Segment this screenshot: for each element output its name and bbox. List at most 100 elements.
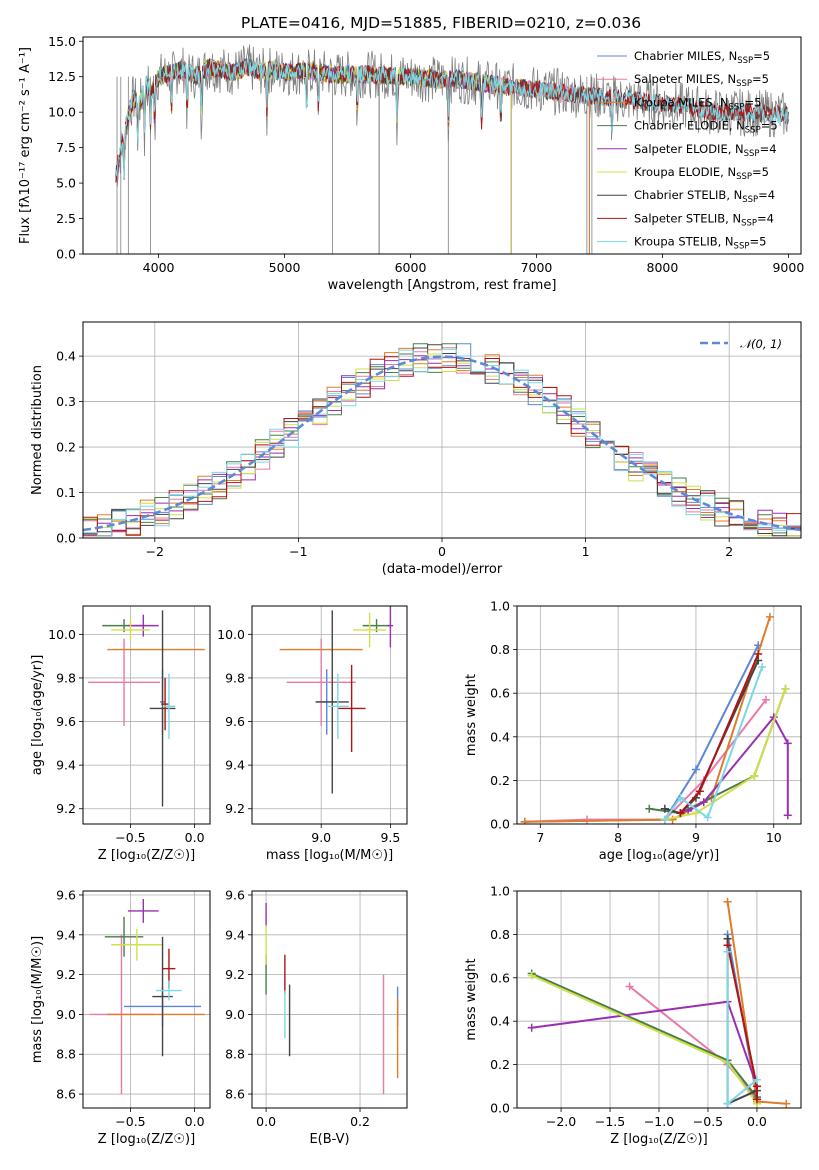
age-vs-Z-panel: −0.5 0.0 9.2 9.4 9.6 9.8 10.0 Z [log₁₀(Z/Z☉)] ag…	[30, 605, 211, 863]
y-tick-label: 0.2	[490, 773, 510, 788]
x-tick-label: 9.0	[311, 830, 331, 845]
x-tick-label: 0.0	[185, 830, 205, 845]
x-tick-label: 0.0	[185, 1114, 205, 1129]
y-tick-label: 0.4	[490, 729, 510, 744]
x-tick-label: 2	[725, 544, 733, 559]
y-tick-label: 12.5	[48, 69, 76, 84]
x-tick-label: 5000	[269, 260, 301, 275]
x-tick-label: −0.5	[115, 1114, 145, 1129]
y-tick-label: 0.8	[490, 927, 510, 942]
weight-vs-age-plot-area	[520, 612, 792, 824]
residual-histogram	[83, 353, 801, 537]
mass-weight-line	[524, 616, 771, 823]
x-tick-label: 9	[692, 830, 700, 845]
normal-curve	[83, 355, 801, 532]
x-tick-label: −2.0	[546, 1114, 576, 1129]
axes-frame	[251, 890, 408, 1109]
y-tick-label: 0.4	[56, 349, 76, 364]
y-tick-label: 10.0	[217, 627, 245, 642]
y-tick-label: 9.6	[225, 714, 245, 729]
mass-weight-line	[531, 1000, 758, 1100]
y-tick-label: 9.0	[225, 1007, 245, 1022]
axes-frame	[82, 890, 211, 1109]
x-tick-label: −2	[146, 544, 164, 559]
x-tick-label: 0.2	[350, 1114, 370, 1129]
x-tick-label: 6000	[395, 260, 427, 275]
y-tick-label: 0.1	[56, 485, 76, 500]
y-tick-label: 9.2	[56, 967, 76, 982]
y-tick-label: 10.0	[48, 105, 76, 120]
y-axis-label: mass [log₁₀(M/M☉)]	[30, 936, 45, 1063]
mass-weight-line	[628, 985, 758, 1100]
y-axis-label: mass weight	[464, 674, 479, 756]
mass-vs-ebv-panel: 0.0 0.2 8.6 8.8 9.0 9.2 9.4 9.6 E(B-V)	[225, 887, 408, 1147]
x-tick-label: −0.5	[115, 830, 145, 845]
x-axis-label: mass [log₁₀(M/M☉)]	[266, 848, 393, 863]
figure-title: PLATE=0416, MJD=51885, FIBERID=0210, z=0…	[241, 14, 641, 32]
residual-histogram	[83, 356, 801, 537]
y-tick-label: 9.6	[56, 887, 76, 902]
legend-label: Kroupa ELODIE, NSSP=5	[634, 165, 769, 182]
legend-label: Chabrier STELIB, NSSP=4	[634, 188, 775, 205]
x-axis-label: Z [log₁₀(Z/Z☉)]	[98, 1132, 195, 1147]
y-tick-label: 0.6	[490, 970, 510, 985]
spectrum-panel: 4000 5000 6000 7000 8000 9000 0.0 2.5 5.0 7.5 10.0…	[18, 34, 804, 293]
residuals-plot-area	[83, 343, 801, 537]
y-tick-label: 15.0	[48, 34, 76, 49]
x-tick-label: 0	[438, 544, 446, 559]
y-tick-label: 0.3	[56, 394, 76, 409]
y-tick-label: 9.4	[56, 927, 76, 942]
x-tick-label: −0.5	[693, 1114, 723, 1129]
age-vs-mass-plot-area	[279, 606, 394, 794]
y-tick-label: 9.8	[56, 670, 76, 685]
y-tick-label: 1.0	[490, 599, 510, 614]
mass-weight-line	[663, 666, 764, 821]
axes-frame	[82, 36, 802, 255]
y-tick-label: 7.5	[56, 140, 76, 155]
y-tick-label: 9.6	[225, 887, 245, 902]
y-tick-label: 9.2	[56, 801, 76, 816]
x-tick-label: 9.5	[380, 830, 400, 845]
x-axis-label: Z [log₁₀(Z/Z☉)]	[98, 848, 195, 863]
x-tick-label: −1.5	[595, 1114, 625, 1129]
x-axis-label: E(B-V)	[309, 1132, 349, 1147]
y-tick-label: 9.6	[56, 714, 76, 729]
y-tick-label: 9.4	[56, 758, 76, 773]
y-tick-label: 8.6	[56, 1087, 76, 1102]
axes-frame	[516, 605, 802, 825]
legend-label: Salpeter STELIB, NSSP=4	[634, 211, 774, 228]
x-tick-label: 0.0	[747, 1114, 767, 1129]
residuals-panel: −2 −1 0 1 2 0.0 0.1 0.2 0.3 0.4 (data-model)/error…	[30, 321, 802, 577]
x-tick-label: −1.0	[644, 1114, 674, 1129]
age-vs-mass-panel: 9.0 9.5 9.2 9.4 9.6 9.8 10.0 mass [log₁₀(M/M☉)]	[217, 605, 408, 863]
mass-vs-Z-panel: −0.5 0.0 8.6 8.8 9.0 9.2 9.4 9.6 Z [log₁₀(Z/Z☉)]…	[30, 887, 211, 1147]
mass-weight-line	[531, 972, 758, 1098]
y-tick-label: 0.0	[490, 1101, 510, 1116]
y-tick-label: 0.2	[56, 440, 76, 455]
weight-vs-Z-panel: −2.0 −1.5 −1.0 −0.5 0.0 0.0 0.2 0.4 0.6 0.8 1.0 Z […	[464, 884, 802, 1147]
y-tick-label: 0.6	[490, 686, 510, 701]
legend-label: Chabrier MILES, NSSP=5	[634, 49, 770, 66]
weight-vs-Z-plot-area	[527, 897, 791, 1108]
legend-label: Chabrier ELODIE, NSSP=5	[634, 119, 778, 136]
legend-label: Kroupa MILES, NSSP=5	[634, 95, 761, 112]
x-tick-label: 9000	[772, 260, 804, 275]
x-axis-label: Z [log₁₀(Z/Z☉)]	[610, 1132, 707, 1147]
x-tick-label: 8000	[647, 260, 679, 275]
y-tick-label: 10.0	[48, 627, 76, 642]
mass-weight-line	[679, 653, 760, 814]
y-tick-label: 9.4	[225, 758, 245, 773]
x-tick-label: 7000	[521, 260, 553, 275]
legend-label: Salpeter ELODIE, NSSP=4	[634, 142, 777, 159]
x-tick-label: 1	[582, 544, 590, 559]
y-axis-label: age [log₁₀(age/yr)]	[30, 655, 45, 776]
axes-frame	[516, 890, 802, 1109]
y-tick-label: 9.0	[56, 1007, 76, 1022]
x-tick-label: 4000	[143, 260, 175, 275]
y-tick-label: 9.2	[225, 967, 245, 982]
y-tick-label: 0.8	[490, 642, 510, 657]
y-tick-label: 8.8	[225, 1047, 245, 1062]
x-tick-label: −1	[289, 544, 307, 559]
x-axis-label: wavelength [Angstrom, rest frame]	[328, 278, 557, 293]
